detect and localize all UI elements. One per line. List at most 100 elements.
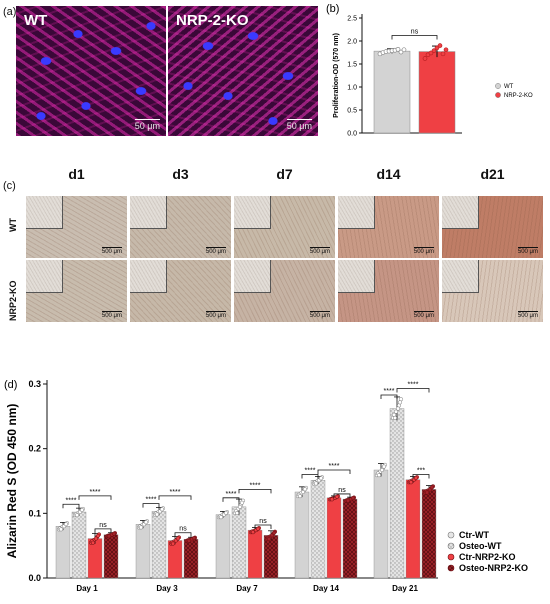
y-tick-label: 2.0	[347, 39, 357, 46]
day-label-d21: d21	[480, 166, 505, 182]
significance-label: ns	[179, 526, 187, 533]
bar-osteo-wt	[71, 511, 87, 579]
scale-bar-label: 50 μm	[286, 119, 312, 131]
legend-label: NRP-2-KO	[504, 93, 533, 99]
bar-ctr-nrp2-ko	[405, 479, 421, 579]
data-point	[429, 485, 435, 490]
inset-image	[234, 196, 272, 230]
data-point	[329, 497, 335, 502]
data-point	[395, 46, 401, 52]
scale-bar-label: 500 μm	[413, 311, 434, 319]
significance-bracket	[254, 524, 272, 529]
inset-image	[26, 260, 64, 294]
data-point	[395, 406, 401, 411]
brightfield-image-wt-d3: 500 μm	[130, 196, 231, 258]
data-point	[271, 530, 277, 535]
bar-ctr-wt	[135, 524, 151, 579]
significance-label: ****	[384, 388, 395, 395]
y-tick-label: 0.0	[347, 131, 357, 138]
brightfield-image-nrp2-ko-d1: 500 μm	[26, 260, 127, 322]
bar-ctr-wt	[55, 526, 71, 579]
x-tick-label: Day 14	[313, 584, 339, 593]
brightfield-image-wt-d7: 500 μm	[234, 196, 335, 258]
brightfield-image-nrp2-ko-d14: 500 μm	[338, 260, 439, 322]
y-tick-label: 0.2	[28, 444, 41, 454]
panel-d-label: (d)	[4, 379, 17, 391]
bar-wt	[373, 50, 411, 134]
data-point	[58, 527, 64, 532]
inset-image	[442, 260, 480, 294]
bar-ctr-nrp2-ko	[326, 497, 342, 579]
significance-label: ****	[90, 489, 101, 496]
significance-label: ****	[170, 489, 181, 496]
legend-marker	[447, 531, 455, 539]
data-point	[381, 464, 387, 469]
brightfield-image-nrp2-ko-d21: 500 μm	[442, 260, 543, 322]
inset-image	[338, 196, 376, 230]
data-point	[401, 47, 407, 53]
data-point	[111, 531, 117, 536]
data-point	[218, 515, 224, 520]
brightfield-image-nrp2-ko-d7: 500 μm	[234, 260, 335, 322]
data-point	[239, 500, 245, 505]
significance-bracket	[317, 469, 351, 475]
significance-label: ns	[259, 518, 267, 525]
significance-label: ns	[411, 28, 419, 35]
inset-image	[234, 260, 272, 294]
data-point	[300, 489, 306, 495]
significance-bracket	[301, 474, 319, 479]
y-tick-label: 1.5	[347, 62, 357, 69]
significance-label: ****	[305, 468, 316, 475]
data-point	[345, 498, 351, 503]
brightfield-image-wt-d21: 500 μm	[442, 196, 543, 258]
bar-osteo-nrp2-ko	[421, 489, 437, 579]
data-point	[175, 536, 181, 541]
data-point	[266, 536, 272, 541]
data-point	[376, 473, 382, 478]
bar-osteo-wt	[310, 480, 326, 579]
row-label-wt: WT	[8, 218, 18, 232]
data-point	[422, 56, 428, 61]
data-point	[413, 475, 419, 481]
y-tick-label: 0.1	[28, 508, 41, 518]
data-point	[443, 47, 449, 53]
data-point	[434, 45, 440, 51]
y-tick-label: 0.0	[28, 573, 41, 583]
data-point	[408, 480, 414, 485]
data-point	[93, 536, 99, 541]
significance-bracket	[158, 495, 192, 500]
significance-bracket	[380, 394, 398, 399]
nrp2-ko-image-tag: NRP-2-KO	[176, 12, 249, 29]
legend-marker	[495, 92, 501, 98]
significance-bracket	[222, 497, 240, 502]
y-tick-label: 1.0	[347, 85, 357, 92]
legend-marker	[447, 542, 455, 550]
day-label-d14: d14	[376, 166, 401, 182]
row-label-nrp2-ko: NRP2-KO	[8, 280, 18, 321]
significance-bracket	[62, 503, 80, 509]
significance-bracket	[333, 493, 351, 498]
data-point	[398, 49, 404, 55]
inset-image	[26, 196, 64, 230]
data-point	[379, 467, 385, 473]
y-tick-label: 2.5	[347, 16, 357, 23]
inset-image	[442, 196, 480, 230]
significance-bracket	[174, 532, 192, 537]
significance-label: ****	[66, 497, 77, 504]
significance-bracket	[142, 503, 160, 508]
significance-label: ns	[99, 522, 107, 529]
data-point	[90, 540, 96, 545]
bar-osteo-wt	[231, 506, 247, 579]
significance-label: ****	[250, 482, 261, 489]
data-point	[63, 522, 69, 527]
data-point	[79, 507, 85, 513]
legend-marker	[447, 564, 455, 572]
data-point	[237, 504, 243, 509]
scale-bar-label: 500 μm	[101, 247, 122, 255]
day-label-d1: d1	[68, 166, 85, 182]
brightfield-image-wt-d14: 500 μm	[338, 196, 439, 258]
data-point	[250, 530, 256, 535]
bar-ctr-nrp2-ko	[247, 529, 263, 579]
data-point	[255, 526, 261, 531]
data-point	[297, 494, 303, 499]
